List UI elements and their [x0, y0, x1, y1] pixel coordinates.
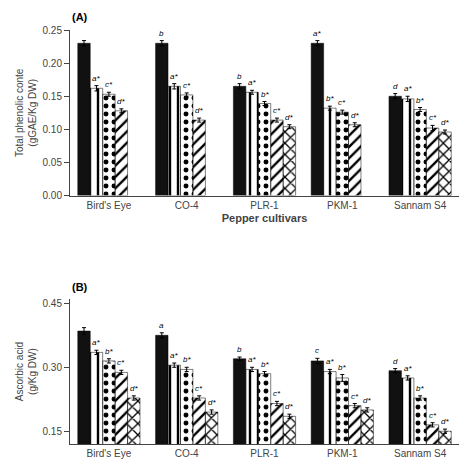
svg-text:c*: c*	[273, 106, 281, 115]
svg-text:PKM-1: PKM-1	[327, 200, 358, 211]
svg-text:b*: b*	[105, 347, 113, 356]
svg-text:c: c	[315, 346, 319, 355]
svg-text:0.30: 0.30	[43, 362, 63, 373]
svg-text:c*: c*	[429, 113, 437, 122]
svg-text:b*: b*	[326, 94, 334, 103]
svg-text:0.45: 0.45	[43, 298, 63, 309]
svg-text:d*: d*	[351, 111, 359, 120]
svg-text:a: a	[159, 321, 164, 330]
svg-text:d: d	[393, 357, 398, 366]
svg-text:0.15: 0.15	[43, 426, 63, 437]
svg-text:b*: b*	[183, 355, 191, 364]
svg-text:d*: d*	[130, 384, 138, 393]
svg-text:d*: d*	[285, 402, 293, 411]
svg-text:a*: a*	[92, 74, 100, 83]
svg-text:Ascorbic acid(g/Kg DW): Ascorbic acid(g/Kg DW)	[14, 342, 38, 401]
svg-text:a*: a*	[170, 351, 178, 360]
svg-text:0.25: 0.25	[43, 25, 63, 36]
svg-text:Sannam S4: Sannam S4	[394, 448, 447, 459]
svg-text:b: b	[159, 29, 164, 38]
svg-text:PLR-1: PLR-1	[250, 200, 279, 211]
svg-text:b*: b*	[416, 384, 424, 393]
svg-text:c*: c*	[117, 358, 125, 367]
svg-text:b*: b*	[261, 90, 269, 99]
svg-text:PKM-1: PKM-1	[327, 448, 358, 459]
svg-text:c*: c*	[351, 392, 359, 401]
svg-text:c*: c*	[105, 80, 113, 89]
svg-text:a*: a*	[248, 78, 256, 87]
svg-text:Sannam S4: Sannam S4	[394, 200, 447, 211]
svg-text:Bird's Eye: Bird's Eye	[87, 448, 132, 459]
svg-text:d*: d*	[117, 97, 125, 106]
svg-text:a*: a*	[248, 355, 256, 364]
svg-text:0.05: 0.05	[43, 157, 63, 168]
svg-text:d: d	[393, 82, 398, 91]
svg-text:Bird's Eye: Bird's Eye	[87, 200, 132, 211]
svg-text:b*: b*	[338, 363, 346, 372]
svg-text:d*: d*	[363, 396, 371, 405]
svg-text:PLR-1: PLR-1	[250, 448, 279, 459]
svg-text:0.15: 0.15	[43, 91, 63, 102]
svg-text:d*: d*	[441, 118, 449, 127]
svg-text:0.00: 0.00	[43, 190, 63, 201]
svg-text:a*: a*	[313, 29, 321, 38]
svg-text:0.10: 0.10	[43, 124, 63, 135]
svg-text:c*: c*	[183, 81, 191, 90]
svg-text:b*: b*	[261, 360, 269, 369]
svg-text:(B): (B)	[72, 281, 88, 293]
svg-text:Total phenolic conte(gGAE/Kg D: Total phenolic conte(gGAE/Kg DW)	[14, 68, 38, 157]
svg-text:0.20: 0.20	[43, 58, 63, 69]
svg-text:a*: a*	[92, 338, 100, 347]
svg-text:c*: c*	[429, 411, 437, 420]
svg-text:d*: d*	[441, 417, 449, 426]
svg-text:c*: c*	[273, 389, 281, 398]
svg-text:d*: d*	[195, 106, 203, 115]
svg-text:d*: d*	[208, 398, 216, 407]
svg-text:CO-4: CO-4	[175, 448, 199, 459]
svg-text:b*: b*	[416, 96, 424, 105]
svg-text:c*: c*	[338, 98, 346, 107]
svg-text:b: b	[237, 345, 242, 354]
svg-text:a*: a*	[404, 84, 412, 93]
svg-text:a*: a*	[326, 357, 334, 366]
svg-text:c*: c*	[195, 384, 203, 393]
svg-text:CO-4: CO-4	[175, 200, 199, 211]
svg-text:a*: a*	[170, 72, 178, 81]
svg-text:a*: a*	[404, 364, 412, 373]
svg-text:Pepper cultivars: Pepper cultivars	[222, 212, 308, 224]
svg-text:b: b	[237, 72, 242, 81]
svg-text:(A): (A)	[72, 11, 88, 23]
svg-text:d*: d*	[285, 113, 293, 122]
